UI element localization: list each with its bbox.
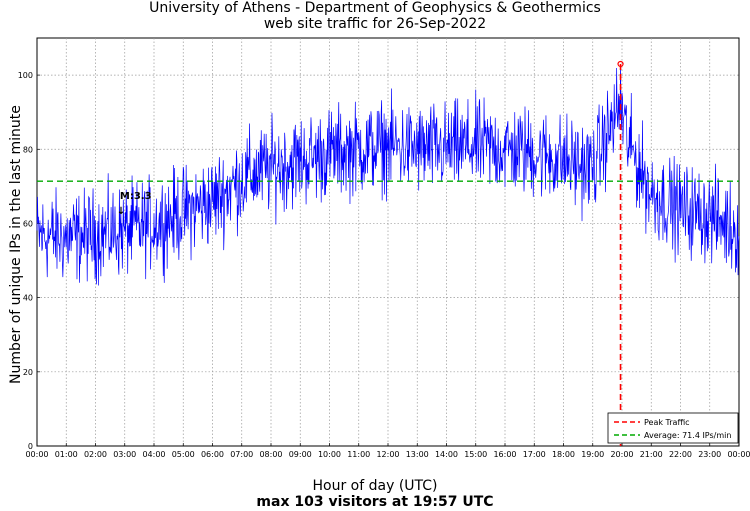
peak-marker <box>617 60 624 68</box>
y-tick-label: 0 <box>28 442 33 451</box>
earthquake-annotation-label: M:3.3 <box>120 191 152 202</box>
x-tick-label: 05:00 <box>172 450 195 459</box>
x-tick-label: 00:00 <box>727 450 750 459</box>
x-tick-label: 07:00 <box>230 450 253 459</box>
x-tick-label: 10:00 <box>318 450 341 459</box>
y-tick-label: 100 <box>18 71 33 80</box>
x-tick-label: 19:00 <box>581 450 604 459</box>
x-tick-label: 17:00 <box>523 450 546 459</box>
x-tick-label: 13:00 <box>406 450 429 459</box>
x-tick-label: 22:00 <box>669 450 692 459</box>
chart-subtitle: web site traffic for 26-Sep-2022 <box>263 16 487 32</box>
y-tick-label: 20 <box>23 368 33 377</box>
x-tick-label: 20:00 <box>610 450 633 459</box>
peak-summary-footer: max 103 visitors at 19:57 UTC <box>256 494 494 510</box>
x-tick-label: 00:00 <box>25 450 48 459</box>
x-tick-label: 15:00 <box>464 450 487 459</box>
y-tick-label: 60 <box>23 219 33 228</box>
x-tick-label: 16:00 <box>493 450 516 459</box>
y-tick-label: 80 <box>23 145 33 154</box>
y-tick-label: 40 <box>23 294 33 303</box>
x-tick-label: 09:00 <box>289 450 312 459</box>
x-tick-label: 08:00 <box>259 450 282 459</box>
legend-box <box>607 412 739 444</box>
x-tick-label: 01:00 <box>55 450 78 459</box>
x-tick-label: 21:00 <box>640 450 663 459</box>
x-tick-label: 18:00 <box>552 450 575 459</box>
x-axis-label: Hour of day (UTC) <box>312 478 438 494</box>
chart-title: University of Athens - Department of Geo… <box>149 0 601 16</box>
x-tick-label: 03:00 <box>113 450 136 459</box>
x-tick-label: 11:00 <box>347 450 370 459</box>
x-tick-label: 14:00 <box>435 450 458 459</box>
x-tick-label: 23:00 <box>698 450 721 459</box>
x-tick-label: 02:00 <box>84 450 107 459</box>
legend-average-label: Average: 71.4 IPs/min <box>644 431 731 440</box>
earthquake-arrow-icon: ↓ <box>117 206 125 217</box>
x-tick-label: 06:00 <box>201 450 224 459</box>
traffic-series-line <box>36 63 740 286</box>
legend-peak-label: Peak Traffic <box>644 418 690 427</box>
x-tick-label: 04:00 <box>142 450 165 459</box>
x-tick-label: 12:00 <box>376 450 399 459</box>
